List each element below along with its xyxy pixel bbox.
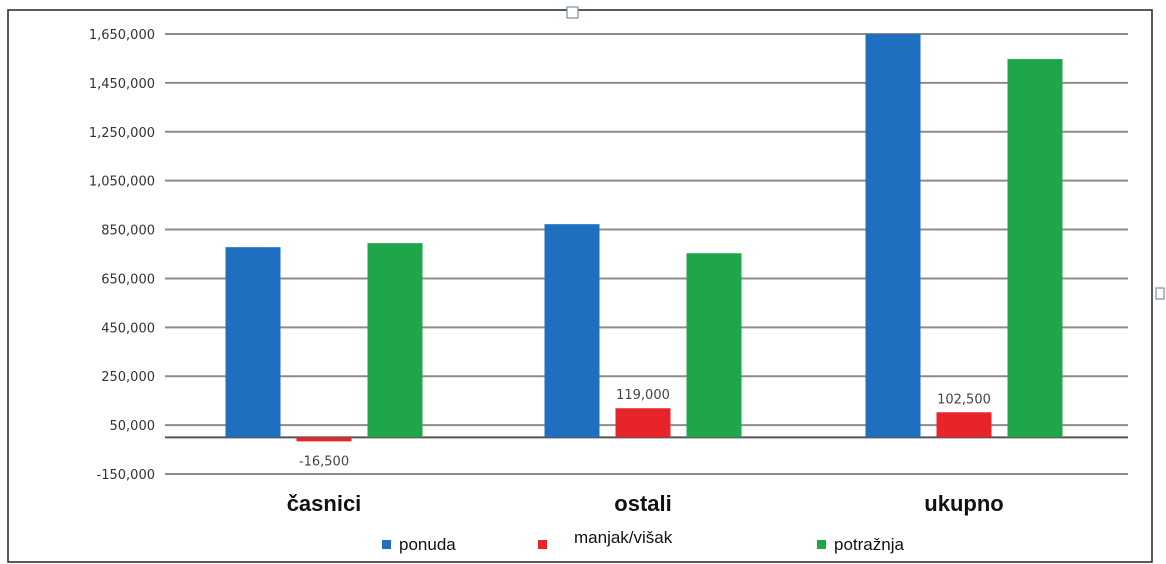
bar-manjak-višak-časnici <box>296 437 352 442</box>
bar-manjak-višak-ukupno <box>936 412 992 438</box>
bar-potražnja-časnici <box>367 243 423 438</box>
bar-ponuda-ostali <box>544 224 600 438</box>
grid-lines <box>165 33 1128 475</box>
bar-potražnja-ostali <box>686 253 742 438</box>
frame-handle-right <box>1155 287 1165 300</box>
y-tick-label: -150,000 <box>97 468 155 483</box>
data-labels: -16,500 119,000 102,500 <box>299 388 991 469</box>
category-labels: časnici ostali ukupno <box>287 491 1004 516</box>
bar-ponuda-ukupno <box>865 34 921 438</box>
legend-label: manjak/višak <box>574 528 673 547</box>
frame-handle-top <box>566 6 579 19</box>
y-tick-label: 1,250,000 <box>89 126 155 141</box>
category-label: ukupno <box>924 491 1003 516</box>
legend-label: ponuda <box>399 535 456 554</box>
data-label: 119,000 <box>616 388 670 403</box>
legend: ponuda manjak/višak potražnja <box>382 528 904 554</box>
legend-swatch <box>817 540 826 549</box>
category-label: ostali <box>614 491 671 516</box>
y-tick-label: 850,000 <box>101 224 155 239</box>
y-tick-label: 1,450,000 <box>89 77 155 92</box>
legend-swatch <box>538 540 547 549</box>
bars <box>225 34 1063 442</box>
category-label: časnici <box>287 491 362 516</box>
y-tick-label: 250,000 <box>101 370 155 385</box>
bar-potražnja-ukupno <box>1007 59 1063 438</box>
y-tick-label: 1,650,000 <box>89 28 155 43</box>
bar-ponuda-časnici <box>225 247 281 438</box>
data-label: 102,500 <box>937 392 991 407</box>
y-tick-label: 450,000 <box>101 321 155 336</box>
bar-manjak-višak-ostali <box>615 408 671 438</box>
data-label: -16,500 <box>299 454 349 469</box>
y-tick-label: 1,050,000 <box>89 175 155 190</box>
legend-swatch <box>382 540 391 549</box>
y-axis-ticks: -150,000 50,000 250,000 450,000 650,000 850,0… <box>89 28 155 483</box>
y-tick-label: 650,000 <box>101 272 155 287</box>
chart-frame <box>7 9 1153 563</box>
y-tick-label: 50,000 <box>110 419 156 434</box>
legend-label: potražnja <box>834 535 904 554</box>
